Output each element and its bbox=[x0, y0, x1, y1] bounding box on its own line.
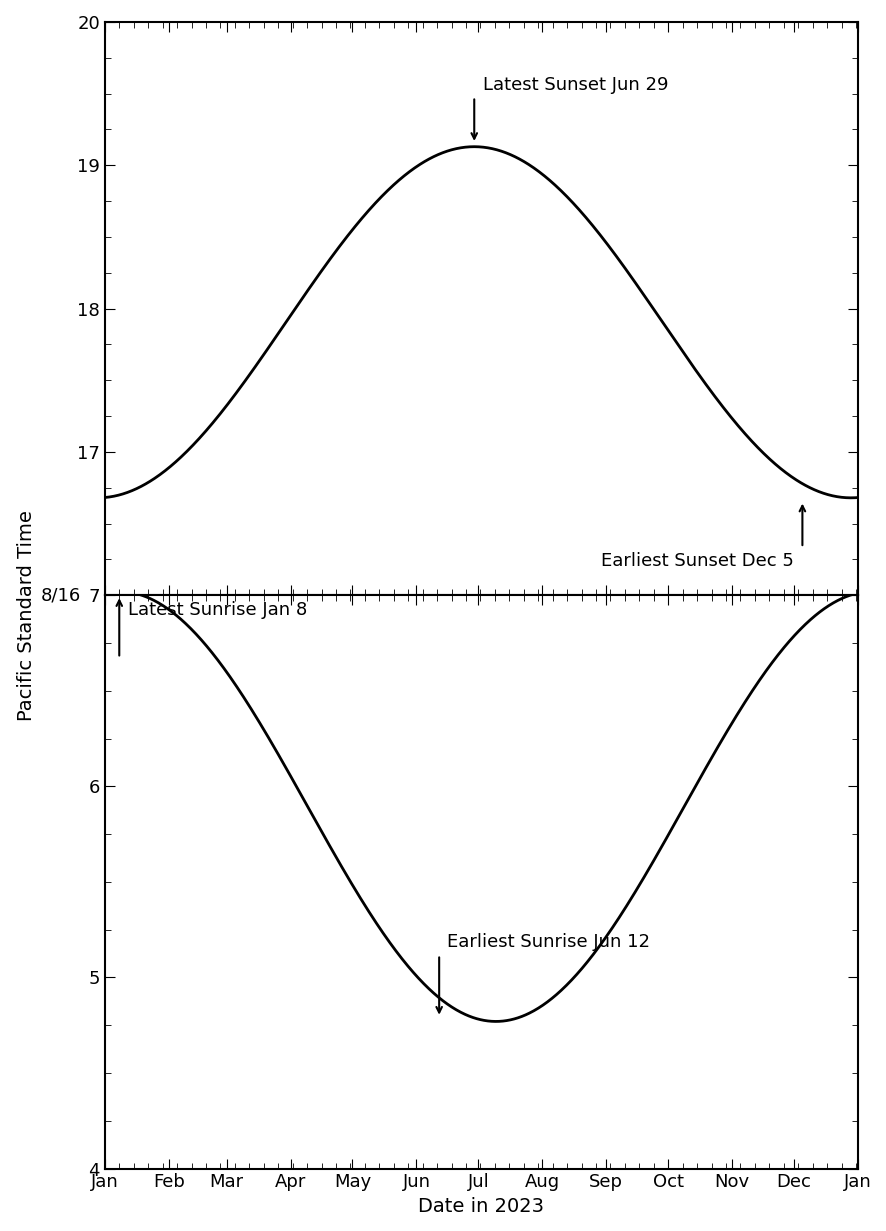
Text: Latest Sunset Jun 29: Latest Sunset Jun 29 bbox=[482, 75, 667, 94]
Text: Earliest Sunrise Jun 12: Earliest Sunrise Jun 12 bbox=[447, 933, 649, 950]
Text: Latest Sunrise Jan 8: Latest Sunrise Jan 8 bbox=[128, 601, 307, 619]
Text: Pacific Standard Time: Pacific Standard Time bbox=[17, 510, 36, 721]
Text: 8/16: 8/16 bbox=[41, 586, 81, 604]
X-axis label: Date in 2023: Date in 2023 bbox=[418, 1197, 544, 1216]
Text: Earliest Sunset Dec 5: Earliest Sunset Dec 5 bbox=[601, 553, 793, 570]
